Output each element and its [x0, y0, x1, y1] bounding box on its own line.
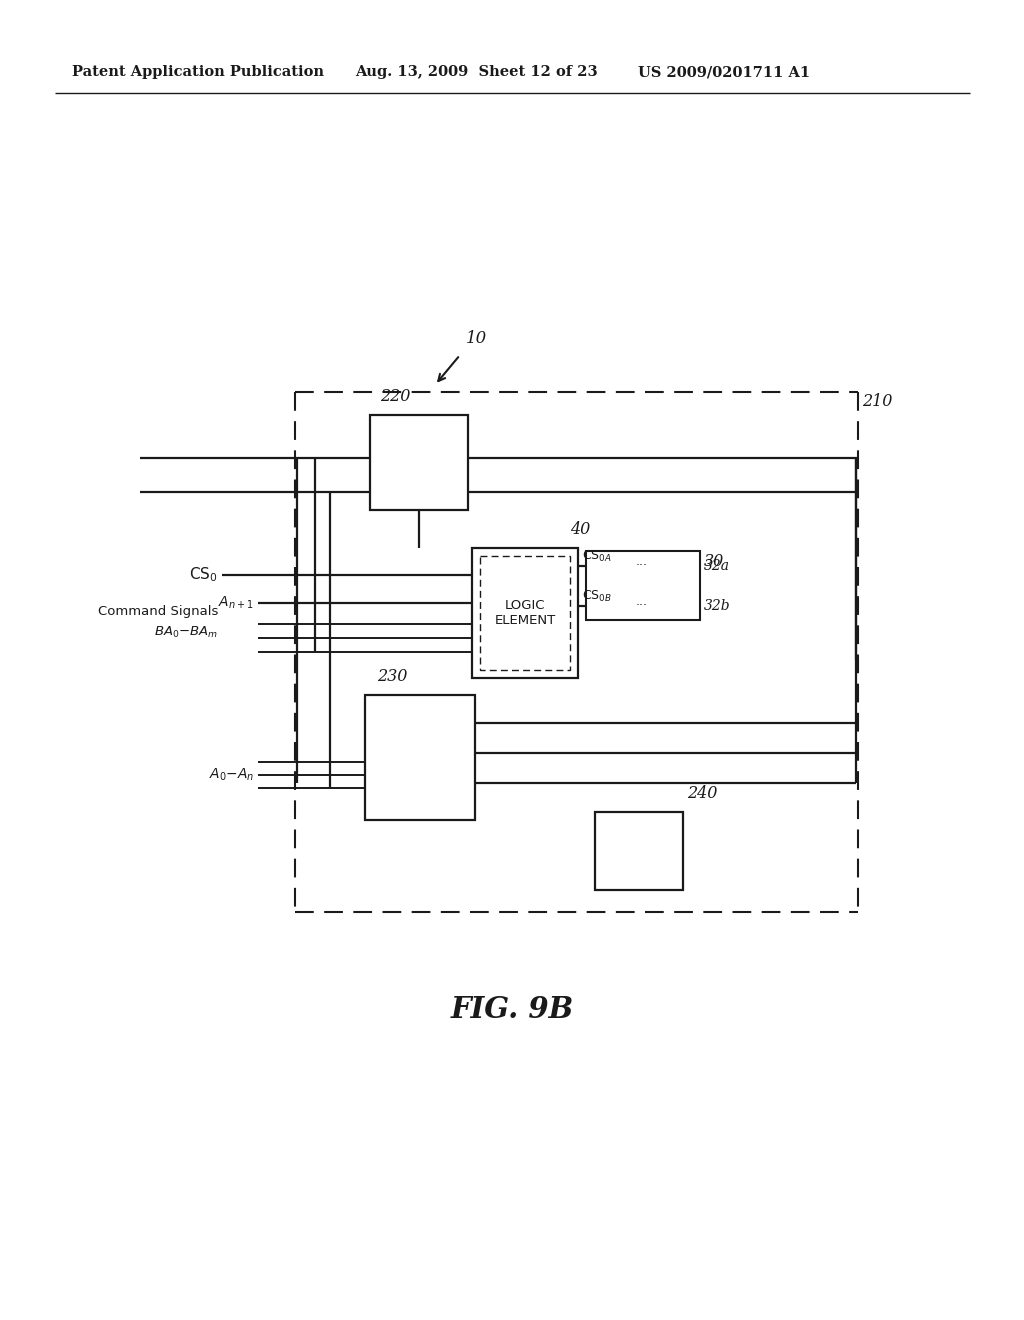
Text: 32a: 32a — [705, 558, 730, 573]
Bar — [586, 550, 700, 620]
Text: ···: ··· — [636, 558, 648, 572]
Bar — [652, 556, 671, 576]
Bar — [480, 556, 570, 671]
Text: 220: 220 — [380, 388, 411, 405]
Text: 32b: 32b — [705, 598, 731, 612]
Text: Patent Application Publication: Patent Application Publication — [72, 65, 324, 79]
Text: 30: 30 — [705, 553, 724, 570]
Text: $BA_0$$-$$BA_m$: $BA_0$$-$$BA_m$ — [154, 624, 218, 640]
Text: FIG. 9B: FIG. 9B — [451, 995, 573, 1024]
Text: 210: 210 — [862, 393, 892, 411]
Bar — [652, 597, 671, 615]
Bar — [674, 597, 693, 615]
Text: CS$_0$: CS$_0$ — [189, 566, 218, 585]
Text: CS$_{0B}$: CS$_{0B}$ — [582, 589, 611, 603]
Text: 10: 10 — [466, 330, 487, 347]
Bar — [370, 414, 468, 510]
Text: LOGIC
ELEMENT: LOGIC ELEMENT — [495, 599, 556, 627]
Text: 40: 40 — [570, 521, 590, 539]
Bar — [365, 696, 475, 820]
Text: $A_0$$-$$A_n$: $A_0$$-$$A_n$ — [209, 767, 254, 783]
Bar — [612, 597, 631, 615]
Text: US 2009/0201711 A1: US 2009/0201711 A1 — [638, 65, 810, 79]
Text: 240: 240 — [687, 785, 718, 803]
Text: 230: 230 — [377, 668, 408, 685]
Bar — [590, 597, 609, 615]
Text: Aug. 13, 2009  Sheet 12 of 23: Aug. 13, 2009 Sheet 12 of 23 — [355, 65, 598, 79]
Bar — [612, 556, 631, 576]
Bar — [472, 548, 578, 678]
Text: ···: ··· — [636, 599, 648, 612]
Bar — [590, 556, 609, 576]
Text: $A_{n+1}$: $A_{n+1}$ — [218, 595, 254, 611]
Text: CS$_{0A}$: CS$_{0A}$ — [582, 548, 611, 564]
Bar — [674, 556, 693, 576]
Bar — [595, 812, 683, 890]
Text: Command Signals: Command Signals — [97, 605, 218, 618]
